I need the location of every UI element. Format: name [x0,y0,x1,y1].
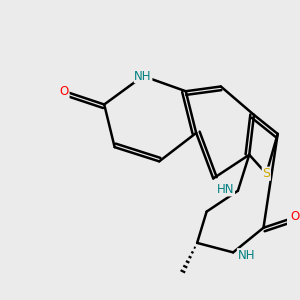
Text: HN: HN [217,183,235,196]
Text: O: O [290,210,299,223]
Text: S: S [262,167,270,180]
Text: NH: NH [237,249,255,262]
Text: O: O [60,85,69,98]
Text: NH: NH [134,70,152,83]
